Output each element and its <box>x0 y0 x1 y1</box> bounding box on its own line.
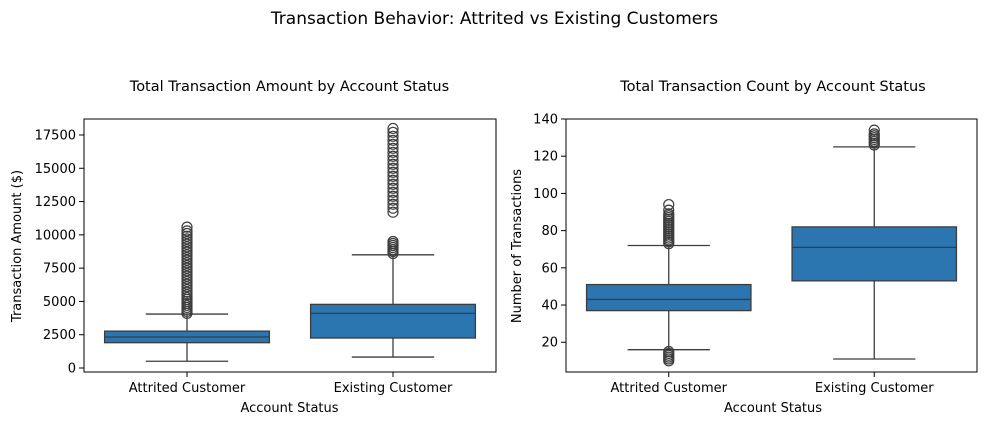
x-tick-label: Attrited Customer <box>611 381 728 396</box>
plot-area: 20 40 60 80 100 120 140 Attrited Customer Existi… <box>533 113 978 396</box>
plot-area: 0 2500 5000 7500 10000 12500 15000 17500 Attrite… <box>35 118 497 396</box>
y-tick-label: 100 <box>533 187 558 202</box>
figure-title: Transaction Behavior: Attrited vs Existi… <box>270 9 718 29</box>
outlier-point <box>181 278 193 290</box>
outlier-point <box>387 186 399 198</box>
y-axis-label: Transaction Amount ($) <box>10 170 25 323</box>
outlier-point <box>181 235 193 248</box>
y-tick-label: 0 <box>68 362 76 377</box>
y-tick-label: 7500 <box>43 262 76 277</box>
outlier-point <box>181 230 193 242</box>
outlier-point <box>181 289 193 301</box>
y-tick-label: 5000 <box>43 295 76 310</box>
outlier-point <box>181 257 193 269</box>
outlier-point <box>181 262 193 274</box>
axes-frame <box>565 118 978 373</box>
outlier-point <box>387 235 399 248</box>
outlier-point <box>181 286 193 298</box>
chart-title: Total Transaction Amount by Account Stat… <box>129 79 449 95</box>
outlier-point <box>181 259 193 272</box>
outlier-point <box>181 281 193 293</box>
outlier-point <box>387 198 399 210</box>
outlier-point <box>181 225 193 237</box>
y-tick-label: 17500 <box>35 128 76 143</box>
outlier-point <box>387 154 399 166</box>
y-tick-label: 20 <box>541 336 558 351</box>
outlier-point <box>181 227 193 240</box>
outlier-point <box>181 275 193 288</box>
outlier-point <box>181 233 193 245</box>
outlier-point <box>387 158 399 170</box>
chart-title: Total Transaction Count by Account Statu… <box>619 79 925 95</box>
outlier-point <box>181 273 193 285</box>
y-tick-label: 2500 <box>43 328 76 343</box>
outlier-point <box>181 251 193 264</box>
outlier-point <box>868 124 880 136</box>
y-tick-label: 10000 <box>35 228 76 243</box>
outlier-point <box>663 345 675 358</box>
x-tick-label: Existing Customer <box>815 381 934 396</box>
y-axis-label: Number of Transactions <box>510 169 525 323</box>
outlier-point <box>663 204 675 216</box>
outlier-point <box>181 267 193 280</box>
outlier-point <box>181 265 193 277</box>
outlier-point <box>181 221 193 233</box>
outlier-point <box>181 254 193 266</box>
outlier-point <box>387 182 399 194</box>
outlier-point <box>387 174 399 186</box>
outlier-point <box>387 194 399 206</box>
box-body <box>585 283 752 312</box>
outlier-point <box>663 208 675 220</box>
outlier-point <box>387 178 399 190</box>
box-1 <box>791 124 958 360</box>
outlier-point <box>663 198 675 211</box>
outlier-point <box>387 122 399 135</box>
outlier-point <box>387 166 399 178</box>
outlier-point <box>387 134 399 146</box>
y-tick-label: 40 <box>541 299 558 314</box>
outlier-point <box>387 150 399 162</box>
outlier-point <box>387 126 399 138</box>
outlier-point <box>181 246 193 258</box>
outlier-point <box>387 142 399 154</box>
y-tick-label: 15000 <box>35 162 76 177</box>
outlier-point <box>387 190 399 202</box>
outlier-point <box>181 238 193 250</box>
box-1 <box>309 122 477 358</box>
y-tick-label: 80 <box>541 224 558 239</box>
y-tick-label: 140 <box>533 113 558 128</box>
x-axis-label: Account Status <box>724 401 822 416</box>
x-axis-label: Account Status <box>240 401 338 416</box>
outlier-point <box>181 249 193 261</box>
outlier-point <box>387 130 399 142</box>
outlier-point <box>181 283 193 296</box>
outlier-point <box>387 170 399 182</box>
outlier-point <box>181 291 193 304</box>
box-0 <box>585 198 752 367</box>
outlier-point <box>868 128 880 140</box>
panel-transaction-amount: Total Transaction Amount by Account Stat… <box>10 79 497 416</box>
y-tick-label: 120 <box>533 150 558 165</box>
outlier-point <box>387 202 399 214</box>
box-0 <box>103 221 271 362</box>
outlier-point <box>387 162 399 174</box>
panel-transaction-count: Total Transaction Count by Account Statu… <box>510 79 978 416</box>
outlier-point <box>387 138 399 150</box>
x-tick-label: Existing Customer <box>334 381 453 396</box>
outlier-point <box>181 243 193 256</box>
x-tick-label: Attrited Customer <box>129 381 246 396</box>
y-tick-label: 12500 <box>35 195 76 210</box>
outlier-point <box>181 270 193 282</box>
outlier-point <box>387 146 399 158</box>
y-tick-label: 60 <box>541 261 558 276</box>
box-body <box>791 226 958 282</box>
outlier-point <box>181 241 193 253</box>
axes-frame <box>83 118 497 373</box>
box-body <box>309 303 477 339</box>
outlier-point <box>387 206 399 218</box>
